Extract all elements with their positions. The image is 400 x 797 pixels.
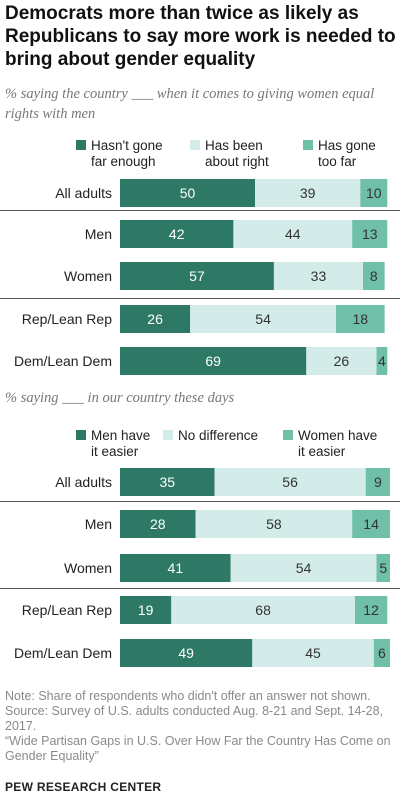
data-label: 35 (159, 474, 175, 490)
bar-segment (230, 554, 377, 582)
legend-swatch-mid (303, 140, 313, 150)
category-label: Rep/Lean Rep (22, 602, 113, 618)
data-label: 69 (205, 353, 221, 369)
data-label: 58 (266, 516, 282, 532)
bar-segment (376, 347, 388, 375)
chart-2-legend-item-2: No difference (163, 428, 278, 460)
bar-segment (233, 220, 353, 248)
data-label: 10 (366, 185, 382, 201)
bar-segment (363, 262, 385, 290)
data-label: 12 (363, 602, 379, 618)
data-label: 49 (178, 645, 194, 661)
legend-label: Hasn't gone far enough (91, 138, 163, 169)
bar-segment (120, 468, 215, 496)
data-label: 42 (169, 226, 185, 242)
category-label: Men (85, 226, 112, 242)
bar-segment (373, 639, 390, 667)
data-label: 44 (285, 226, 301, 242)
data-label: 50 (180, 185, 196, 201)
page-title: Democrats more than twice as likely as R… (5, 3, 396, 70)
data-label: 45 (305, 645, 321, 661)
bar-segment (214, 468, 366, 496)
category-label: Dem/Lean Dem (14, 645, 112, 661)
data-label: 5 (379, 560, 387, 576)
chart-1-legend-item-2: Has been about right (190, 138, 290, 170)
chart-2-subtitle: % saying ___ in our country these days (5, 390, 235, 406)
bar-segment (120, 262, 274, 290)
data-label: 8 (370, 268, 378, 284)
data-label: 54 (296, 560, 312, 576)
bar-segment (360, 179, 388, 207)
data-label: 14 (363, 516, 379, 532)
legend-label: No difference (178, 428, 259, 443)
data-label: 56 (282, 474, 298, 490)
bar-segment (120, 347, 307, 375)
bar-segment (255, 179, 361, 207)
data-label: 28 (150, 516, 166, 532)
chart-1-subtitle: % saying the country ___ when it comes t… (5, 86, 375, 122)
report-title-text: “Wide Partisan Gaps in U.S. Over How Far… (5, 734, 391, 763)
bar-segment (120, 639, 253, 667)
bar-segment (376, 554, 390, 582)
bar-segment (352, 220, 388, 248)
category-label: All adults (55, 185, 112, 201)
bar-segment (252, 639, 374, 667)
data-label: 39 (300, 185, 316, 201)
bar-segment (352, 510, 390, 538)
bar-segment (120, 510, 196, 538)
legend-swatch-dark (76, 430, 86, 440)
data-label: 4 (378, 353, 386, 369)
brand-logo-text: PEW RESEARCH CENTER (5, 780, 162, 794)
bar-segment (171, 596, 355, 624)
legend-swatch-dark (76, 140, 86, 150)
category-label: Men (85, 516, 112, 532)
legend-swatch-light (190, 140, 200, 150)
category-label: All adults (55, 474, 112, 490)
bar-segment (190, 305, 336, 333)
note-text: Note: Share of respondents who didn't of… (5, 689, 371, 703)
category-label: Dem/Lean Dem (14, 353, 112, 369)
data-label: 57 (189, 268, 205, 284)
bar-segment (273, 262, 363, 290)
bar-segment (120, 220, 234, 248)
chart-1-plot: All adults 50 39 10 Men 42 44 13 Women 57 33 8 Rep/L… (0, 179, 400, 375)
bar-segment (365, 468, 390, 496)
data-label: 26 (334, 353, 350, 369)
bar-segment (354, 596, 388, 624)
category-label: Rep/Lean Rep (22, 311, 113, 327)
chart-2-legend-item-1: Men have it easier (76, 428, 176, 460)
chart-1-legend-item-3: Has gone too far (303, 138, 398, 170)
data-label: 9 (374, 474, 382, 490)
legend-label: Has gone too far (318, 138, 376, 169)
legend-label: Has been about right (205, 138, 269, 169)
source-text: Source: Survey of U.S. adults conducted … (5, 704, 384, 733)
legend-label: Women have it easier (298, 428, 378, 459)
legend-swatch-mid (283, 430, 293, 440)
bar-segment (120, 596, 172, 624)
category-label: Women (64, 268, 112, 284)
chart-1-legend-item-1: Hasn't gone far enough (76, 138, 176, 170)
bar-segment (195, 510, 353, 538)
data-label: 54 (255, 311, 271, 327)
bar-segment (120, 179, 255, 207)
data-label: 41 (168, 560, 184, 576)
legend-swatch-light (163, 430, 173, 440)
category-label: Women (64, 560, 112, 576)
data-label: 19 (138, 602, 154, 618)
bar-segment (336, 305, 385, 333)
data-label: 18 (353, 311, 369, 327)
chart-2-legend-item-3: Women have it easier (283, 428, 398, 460)
data-label: 26 (147, 311, 163, 327)
bar-segment (306, 347, 377, 375)
bar-segment (120, 305, 191, 333)
data-label: 6 (378, 645, 386, 661)
legend-label: Men have it easier (91, 428, 151, 459)
data-label: 13 (362, 226, 378, 242)
data-label: 68 (255, 602, 271, 618)
data-label: 33 (311, 268, 327, 284)
bar-segment (120, 554, 231, 582)
